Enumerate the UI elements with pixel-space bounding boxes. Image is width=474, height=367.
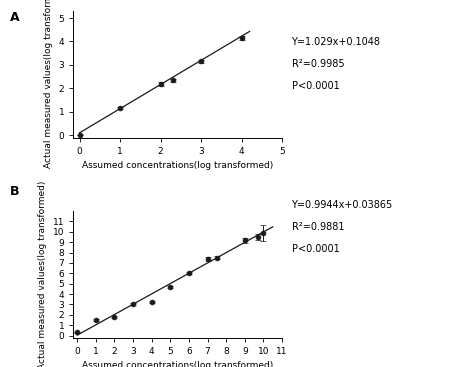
Text: Y=0.9944x+0.03865: Y=0.9944x+0.03865	[292, 200, 393, 210]
Y-axis label: Actual measured values(log transformed): Actual measured values(log transformed)	[44, 0, 53, 168]
X-axis label: Assumed concentrations(log transformed): Assumed concentrations(log transformed)	[82, 361, 273, 367]
Text: R²=0.9985: R²=0.9985	[292, 59, 344, 69]
Text: Y=1.029x+0.1048: Y=1.029x+0.1048	[292, 37, 381, 47]
Text: B: B	[9, 185, 19, 198]
Y-axis label: Actual measured values(log transformed): Actual measured values(log transformed)	[38, 180, 47, 367]
Text: A: A	[9, 11, 19, 24]
Text: P<0.0001: P<0.0001	[292, 81, 339, 91]
Text: P<0.0001: P<0.0001	[292, 244, 339, 254]
X-axis label: Assumed concentrations(log transformed): Assumed concentrations(log transformed)	[82, 161, 273, 170]
Text: R²=0.9881: R²=0.9881	[292, 222, 344, 232]
